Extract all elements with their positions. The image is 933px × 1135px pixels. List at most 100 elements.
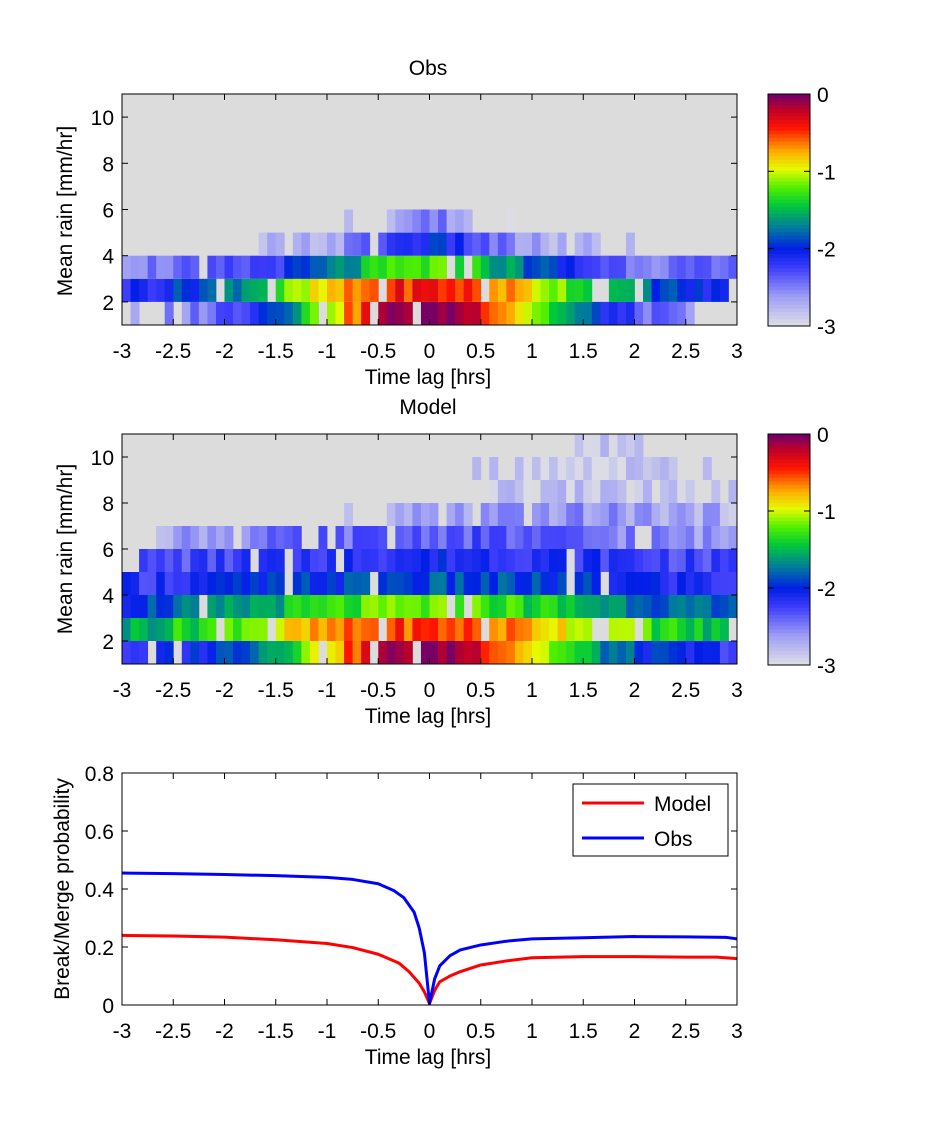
- heatmap-cell: [574, 457, 584, 480]
- heatmap-cell: [139, 549, 149, 572]
- heatmap-cell: [549, 480, 559, 503]
- heatmap-cell: [292, 618, 302, 641]
- heatmap-cell: [335, 232, 345, 256]
- colorbar-swatch: [768, 108, 810, 113]
- heatmap-cell: [207, 278, 217, 302]
- colorbar-swatch: [768, 581, 810, 587]
- colorbar-swatch: [768, 509, 810, 514]
- heatmap-cell: [566, 480, 576, 503]
- heatmap-cell: [352, 572, 362, 595]
- heatmap-cell: [514, 278, 524, 302]
- heatmap-cell: [403, 641, 413, 664]
- x-tick-label: -1: [318, 340, 337, 363]
- heatmap-cell: [702, 572, 712, 595]
- heatmap-cell: [549, 301, 559, 325]
- heatmap-cell: [634, 457, 644, 480]
- x-tick-label: -0.5: [360, 340, 396, 363]
- colorbar-swatch: [768, 112, 810, 117]
- colorbar-swatch: [768, 470, 810, 475]
- heatmap-cell: [378, 526, 388, 549]
- heatmap-cell: [395, 618, 405, 641]
- heatmap-cell: [395, 232, 405, 256]
- x-tick-label: 2.5: [671, 340, 700, 363]
- heatmap-cell: [574, 595, 584, 618]
- heatmap-cell: [480, 232, 490, 256]
- colorbar-swatch: [768, 661, 810, 666]
- y-tick-label: 2: [102, 631, 114, 654]
- obs-heatmap-cells: [122, 94, 738, 325]
- heatmap-cell: [164, 595, 174, 618]
- heatmap-cell: [583, 503, 593, 526]
- heatmap-cell: [617, 457, 627, 480]
- heatmap-cell: [472, 232, 482, 256]
- heatmap-cell: [369, 618, 379, 641]
- heatmap-cell: [540, 595, 550, 618]
- heatmap-cell: [574, 255, 584, 279]
- heatmap-cell: [557, 457, 567, 480]
- x-tick-label: 0.5: [466, 340, 495, 363]
- heatmap-cell: [480, 526, 490, 549]
- heatmap-cell: [156, 572, 166, 595]
- heatmap-cell: [344, 301, 354, 325]
- heatmap-cell: [668, 480, 678, 503]
- heatmap-cell: [275, 232, 285, 256]
- heatmap-cell: [489, 526, 499, 549]
- heatmap-cell: [181, 595, 191, 618]
- obs-x-axis: -3 -2.5 -2 -1.5 -1 -0.5 0 0.5 1 1.5 2 2.5 3: [113, 94, 743, 363]
- heatmap-cell: [497, 503, 507, 526]
- heatmap-cell: [446, 232, 456, 256]
- x-tick-label: -0.5: [360, 1020, 396, 1043]
- heatmap-cell: [566, 457, 576, 480]
- heatmap-cell: [139, 618, 149, 641]
- heatmap-cell: [728, 641, 738, 664]
- colorbar-swatch: [768, 563, 810, 569]
- colorbar-swatch: [768, 524, 810, 529]
- heatmap-cell: [532, 503, 541, 526]
- heatmap-cell: [489, 301, 499, 325]
- heatmap-cell: [215, 526, 225, 549]
- colorbar-swatch: [768, 286, 810, 291]
- heatmap-cell: [361, 595, 371, 618]
- heatmap-cell: [147, 595, 157, 618]
- heatmap-cell: [608, 457, 618, 480]
- heatmap-cell: [651, 278, 661, 302]
- heatmap-cell: [156, 595, 166, 618]
- colorbar-swatch: [768, 477, 810, 482]
- heatmap-cell: [677, 595, 687, 618]
- heatmap-cell: [233, 549, 242, 572]
- heatmap-cell: [651, 618, 661, 641]
- heatmap-cell: [420, 301, 430, 325]
- heatmap-cell: [583, 278, 593, 302]
- heatmap-cell: [275, 278, 285, 302]
- heatmap-cell: [514, 301, 524, 325]
- heatmap-cell: [412, 549, 422, 572]
- heatmap-cell: [489, 255, 499, 279]
- heatmap-cell: [540, 232, 550, 256]
- heatmap-cell: [378, 232, 388, 256]
- colorbar-swatch: [768, 517, 810, 522]
- heatmap-cell: [574, 526, 584, 549]
- colorbar-swatch: [768, 228, 810, 233]
- heatmap-cell: [198, 641, 208, 664]
- heatmap-cell: [472, 526, 482, 549]
- heatmap-cell: [608, 301, 618, 325]
- heatmap-cell: [318, 549, 328, 572]
- heatmap-cell: [668, 503, 678, 526]
- heatmap-cell: [702, 641, 712, 664]
- heatmap-cell: [241, 595, 251, 618]
- heatmap-cell: [694, 549, 704, 572]
- heatmap-cell: [309, 232, 319, 256]
- heatmap-cell: [719, 641, 729, 664]
- heatmap-cell: [728, 572, 738, 595]
- heatmap-cell: [668, 618, 678, 641]
- heatmap-cell: [506, 526, 516, 549]
- colorbar-swatch: [768, 217, 810, 222]
- heatmap-cell: [600, 641, 610, 664]
- heatmap-cell: [292, 278, 302, 302]
- heatmap-cell: [497, 618, 507, 641]
- heatmap-cell: [147, 572, 157, 595]
- heatmap-cell: [557, 526, 567, 549]
- heatmap-cell: [156, 278, 166, 302]
- colorbar-swatch: [768, 220, 810, 226]
- heatmap-cell: [164, 549, 174, 572]
